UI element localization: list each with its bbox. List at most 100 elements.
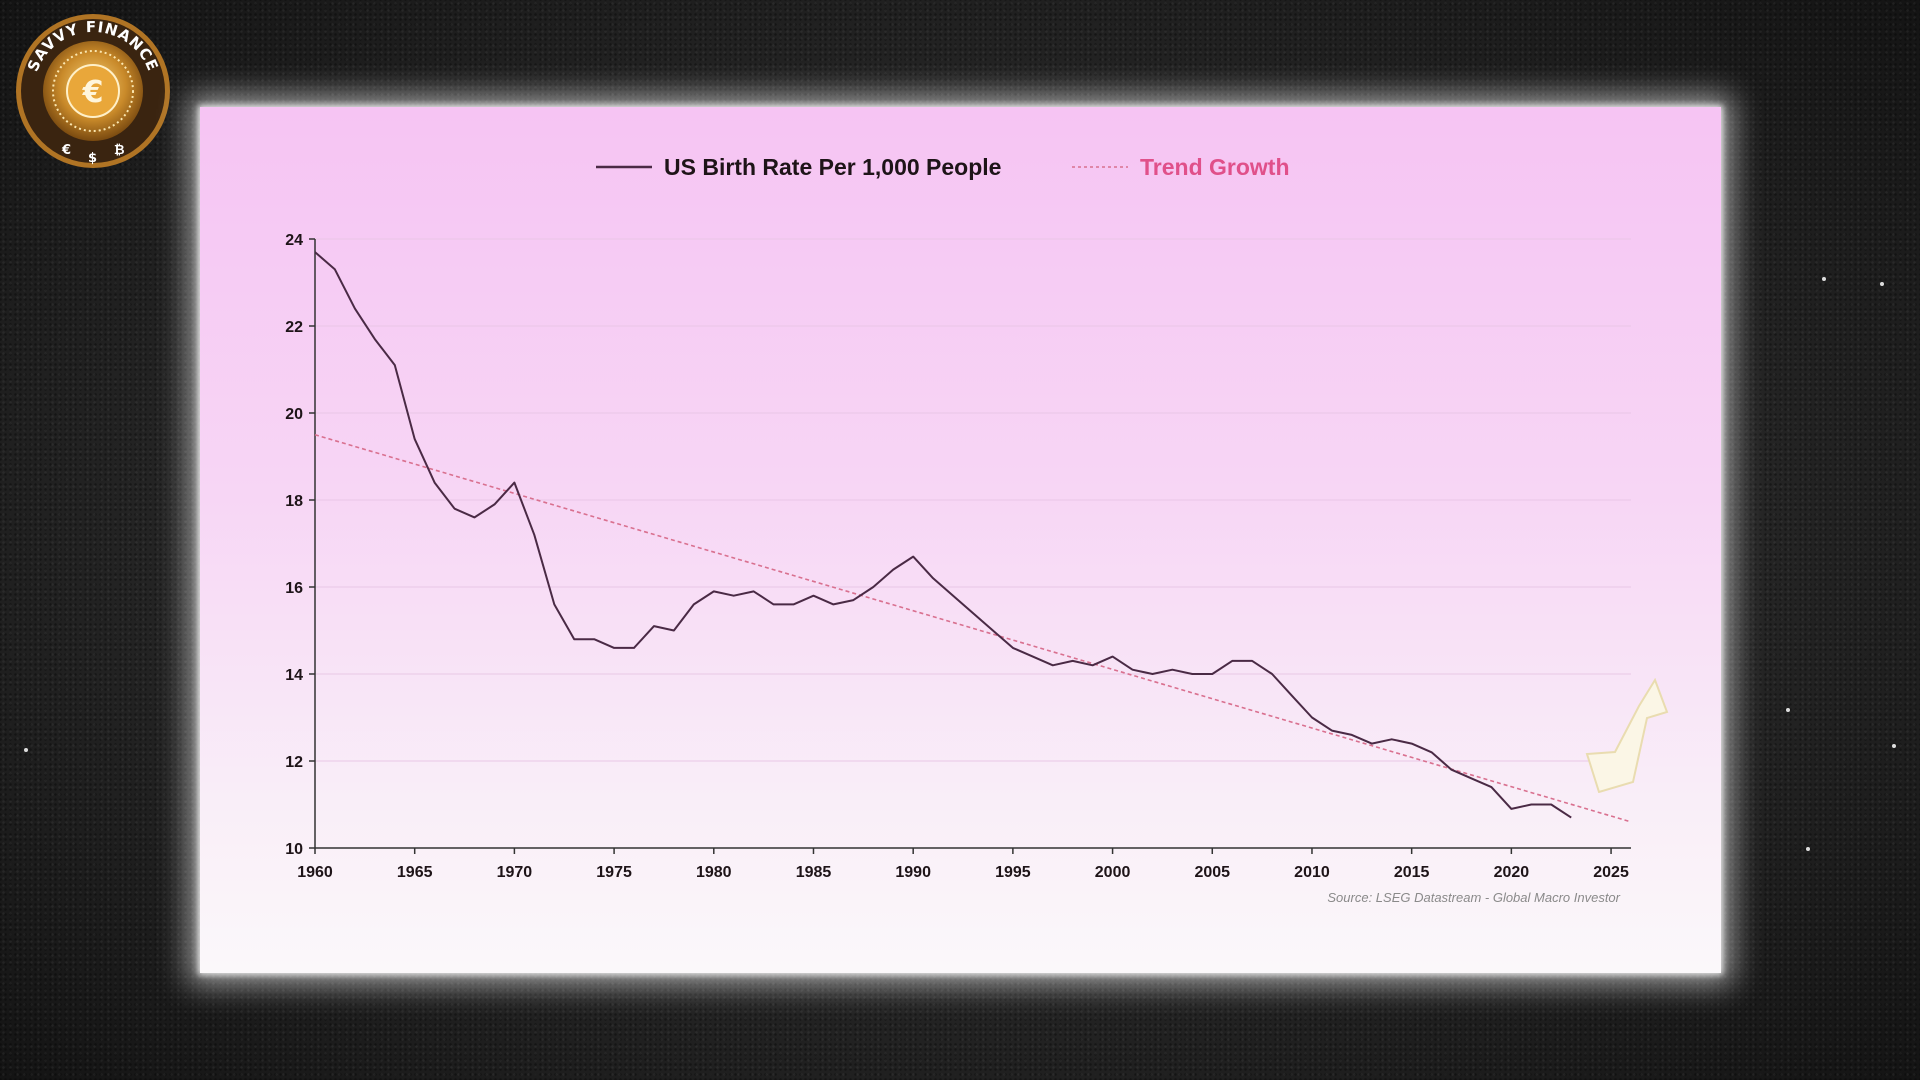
data-point-birth-rate bbox=[832, 603, 834, 605]
data-point-birth-rate bbox=[1191, 673, 1193, 675]
legend-label-trend: Trend Growth bbox=[1140, 154, 1290, 180]
x-tick-label: 2010 bbox=[1294, 864, 1330, 881]
logo-symbol-bitcoin: ₿ bbox=[114, 143, 125, 158]
grid-lines bbox=[315, 238, 1631, 849]
x-tick-label: 2015 bbox=[1394, 864, 1430, 881]
data-point-birth-rate bbox=[673, 630, 675, 632]
x-tick-label: 1960 bbox=[297, 864, 333, 881]
data-point-birth-rate bbox=[1391, 738, 1393, 740]
legend-label-birth-rate: US Birth Rate Per 1,000 People bbox=[664, 154, 1001, 180]
data-point-birth-rate bbox=[932, 577, 934, 579]
data-point-birth-rate bbox=[1211, 673, 1213, 675]
data-point-birth-rate bbox=[912, 556, 914, 558]
chart-series bbox=[314, 251, 1632, 823]
x-tick-label: 1965 bbox=[397, 864, 433, 881]
source-note: Source: LSEG Datastream - Global Macro I… bbox=[1327, 890, 1620, 905]
data-point-birth-rate bbox=[852, 599, 854, 601]
data-point-birth-rate bbox=[513, 482, 515, 484]
x-tick-label: 1980 bbox=[696, 864, 732, 881]
x-tick-label: 1970 bbox=[497, 864, 533, 881]
data-point-birth-rate bbox=[1510, 808, 1512, 810]
y-tick-label: 10 bbox=[285, 841, 303, 858]
data-point-birth-rate bbox=[972, 612, 974, 614]
legend: US Birth Rate Per 1,000 People Trend Gro… bbox=[596, 154, 1290, 180]
data-point-birth-rate bbox=[1092, 664, 1094, 666]
star-sparkle bbox=[1786, 708, 1790, 712]
star-sparkle bbox=[1806, 847, 1810, 851]
data-point-birth-rate bbox=[1351, 734, 1353, 736]
y-tick-label: 14 bbox=[285, 667, 303, 684]
data-point-birth-rate bbox=[1371, 743, 1373, 745]
data-point-birth-rate bbox=[713, 590, 715, 592]
savvy-finance-logo-icon: € SAVVY FINANCE € $ ₿ bbox=[16, 14, 170, 168]
data-point-birth-rate bbox=[1052, 664, 1054, 666]
x-tick-label: 2000 bbox=[1095, 864, 1131, 881]
data-point-birth-rate bbox=[533, 534, 535, 536]
data-point-birth-rate bbox=[553, 603, 555, 605]
data-point-birth-rate bbox=[1151, 673, 1153, 675]
data-point-birth-rate bbox=[1291, 695, 1293, 697]
data-point-birth-rate bbox=[633, 647, 635, 649]
x-tick-label: 1990 bbox=[895, 864, 931, 881]
x-tick-label: 2025 bbox=[1593, 864, 1629, 881]
data-point-birth-rate bbox=[992, 630, 994, 632]
x-tick-label: 2020 bbox=[1494, 864, 1530, 881]
data-point-birth-rate bbox=[1231, 660, 1233, 662]
data-point-birth-rate bbox=[314, 251, 316, 253]
data-point-birth-rate bbox=[1072, 660, 1074, 662]
data-point-birth-rate bbox=[1411, 743, 1413, 745]
star-sparkle bbox=[1880, 282, 1884, 286]
data-point-birth-rate bbox=[952, 595, 954, 597]
data-point-birth-rate bbox=[493, 503, 495, 505]
y-axis-ticks: 10 12 14 16 18 20 22 24 bbox=[285, 232, 315, 858]
x-tick-label: 2005 bbox=[1194, 864, 1230, 881]
data-point-birth-rate bbox=[1012, 647, 1014, 649]
data-point-birth-rate bbox=[812, 595, 814, 597]
arrow-pointer-icon bbox=[1585, 678, 1669, 793]
birth-rate-chart: 10 12 14 16 18 20 22 24 1960 1965 1970 1975 1980 198… bbox=[285, 154, 1632, 905]
data-point-birth-rate bbox=[693, 603, 695, 605]
data-point-birth-rate bbox=[1112, 656, 1114, 658]
y-tick-label: 24 bbox=[285, 232, 303, 249]
logo-center-symbol: € bbox=[82, 75, 104, 110]
data-point-birth-rate bbox=[1570, 817, 1572, 819]
data-point-birth-rate bbox=[892, 569, 894, 571]
x-tick-label: 1975 bbox=[596, 864, 632, 881]
data-point-birth-rate bbox=[1470, 777, 1472, 779]
axes bbox=[314, 239, 1631, 849]
data-point-birth-rate bbox=[1550, 804, 1552, 806]
y-tick-label: 22 bbox=[285, 319, 303, 336]
y-tick-label: 12 bbox=[285, 754, 303, 771]
data-point-birth-rate bbox=[1271, 673, 1273, 675]
data-point-birth-rate bbox=[414, 438, 416, 440]
data-point-birth-rate bbox=[454, 508, 456, 510]
star-sparkle bbox=[24, 748, 28, 752]
data-point-birth-rate bbox=[573, 638, 575, 640]
data-point-birth-rate bbox=[374, 338, 376, 340]
data-point-birth-rate bbox=[1171, 669, 1173, 671]
x-tick-label: 1995 bbox=[995, 864, 1031, 881]
x-axis-ticks: 1960 1965 1970 1975 1980 1985 1990 1995 2000 2005… bbox=[297, 848, 1629, 881]
data-point-birth-rate bbox=[354, 308, 356, 310]
star-sparkle bbox=[1892, 744, 1896, 748]
data-point-birth-rate bbox=[1251, 660, 1253, 662]
data-point-birth-rate bbox=[434, 482, 436, 484]
x-tick-label: 1985 bbox=[796, 864, 832, 881]
data-point-birth-rate bbox=[1311, 717, 1313, 719]
data-point-birth-rate bbox=[613, 647, 615, 649]
series-line-birth-rate bbox=[314, 251, 1572, 819]
data-point-birth-rate bbox=[1530, 804, 1532, 806]
data-point-birth-rate bbox=[334, 268, 336, 270]
data-point-birth-rate bbox=[753, 590, 755, 592]
data-point-birth-rate bbox=[1451, 769, 1453, 771]
data-point-birth-rate bbox=[872, 586, 874, 588]
data-point-birth-rate bbox=[1431, 751, 1433, 753]
data-point-birth-rate bbox=[1132, 669, 1134, 671]
data-point-birth-rate bbox=[793, 603, 795, 605]
data-point-birth-rate bbox=[1032, 656, 1034, 658]
data-point-birth-rate bbox=[474, 516, 476, 518]
data-point-birth-rate bbox=[394, 364, 396, 366]
data-point-birth-rate bbox=[1490, 786, 1492, 788]
y-tick-label: 16 bbox=[285, 580, 303, 597]
logo-symbol-dollar: $ bbox=[88, 151, 97, 166]
